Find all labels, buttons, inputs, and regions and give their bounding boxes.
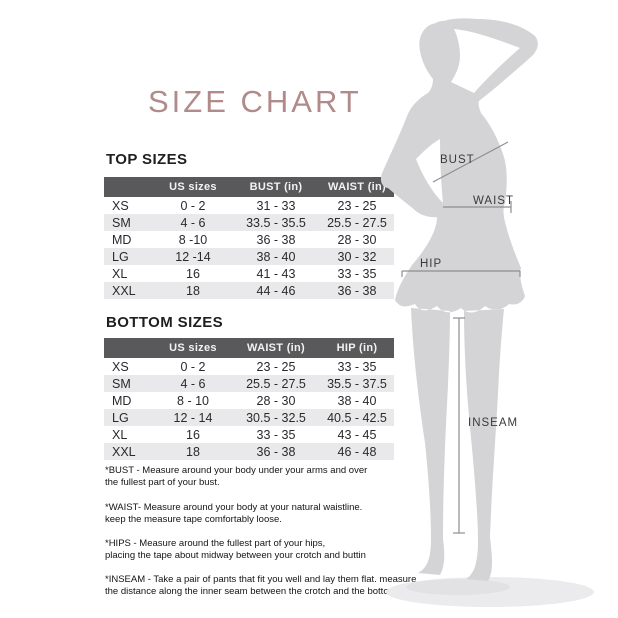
- footnote-line: the fullest part of your bust.: [105, 477, 220, 488]
- empty-header-cell: [104, 177, 154, 197]
- size-cell: XS: [112, 198, 129, 213]
- us-size-cell: 0 - 2: [180, 359, 206, 374]
- footnote-line: *BUST - Measure around your body under y…: [105, 465, 368, 476]
- bust-cell: 44 - 46: [256, 283, 296, 298]
- woman-body-silhouette: [380, 18, 538, 582]
- bust-label: BUST: [440, 154, 475, 166]
- waist-footnote: *WAIST- Measure around your body at your…: [105, 502, 435, 526]
- top-sizes-heading: TOP SIZES: [106, 151, 188, 168]
- waist-cell: 25.5 - 27.5: [327, 215, 387, 230]
- waist-cell: 33 - 35: [337, 266, 377, 281]
- bust-footnote: *BUST - Measure around your body under y…: [105, 465, 435, 489]
- column-header: US sizes: [154, 338, 232, 358]
- size-cell: SM: [112, 376, 131, 391]
- hip-cell: 46 - 48: [337, 444, 377, 459]
- size-cell: XS: [112, 359, 129, 374]
- size-cell: SM: [112, 215, 131, 230]
- footnote-line: keep the measure tape comfortably loose.: [105, 514, 282, 525]
- waist-cell: 23 - 25: [337, 198, 377, 213]
- table-row: XL 16 41 - 43 33 - 35: [104, 265, 394, 282]
- size-cell: MD: [112, 393, 132, 408]
- page-title: SIZE CHART: [148, 84, 362, 119]
- inseam-footnote: *INSEAM - Take a pair of pants that fit …: [105, 574, 435, 598]
- footnote-line: *WAIST- Measure around your body at your…: [105, 502, 363, 513]
- waist-cell: 28 - 30: [256, 393, 296, 408]
- hips-footnote: *HIPS - Measure around the fullest part …: [105, 538, 435, 562]
- waist-cell: 36 - 38: [337, 283, 377, 298]
- hip-cell: 33 - 35: [337, 359, 377, 374]
- inseam-label: INSEAM: [468, 417, 518, 429]
- column-header: WAIST (in): [320, 177, 394, 197]
- waist-label: WAIST: [473, 195, 514, 207]
- top-sizes-table: US sizes BUST (in) WAIST (in) XS 0 - 2 3…: [104, 177, 394, 299]
- footnote-line: *HIPS - Measure around the fullest part …: [105, 538, 326, 549]
- bust-cell: 36 - 38: [256, 232, 296, 247]
- waist-cell: 30.5 - 32.5: [246, 410, 306, 425]
- bottom-sizes-heading: BOTTOM SIZES: [106, 314, 224, 331]
- us-size-cell: 16: [186, 266, 200, 281]
- table-header-row: US sizes BUST (in) WAIST (in): [104, 177, 394, 197]
- size-cell: XL: [112, 427, 128, 442]
- table-row: XS 0 - 2 31 - 33 23 - 25: [104, 197, 394, 214]
- column-header: WAIST (in): [232, 338, 320, 358]
- female-silhouette-figure: BUST WAIST HIP INSEAM: [380, 18, 594, 607]
- hip-cell: 38 - 40: [337, 393, 377, 408]
- us-size-cell: 18: [186, 444, 200, 459]
- column-header: HIP (in): [320, 338, 394, 358]
- column-header: BUST (in): [232, 177, 320, 197]
- us-size-cell: 4 - 6: [180, 376, 206, 391]
- bust-cell: 41 - 43: [256, 266, 296, 281]
- table-row: XXL 18 36 - 38 46 - 48: [104, 443, 394, 460]
- us-size-cell: 12 - 14: [173, 410, 213, 425]
- us-size-cell: 16: [186, 427, 200, 442]
- table-row: XS 0 - 2 23 - 25 33 - 35: [104, 358, 394, 375]
- us-size-cell: 8 - 10: [177, 393, 209, 408]
- bust-measure-line: [432, 141, 509, 183]
- table-row: LG 12 -14 38 - 40 30 - 32: [104, 248, 394, 265]
- table-row: XXL 18 44 - 46 36 - 38: [104, 282, 394, 299]
- bottom-sizes-table: US sizes WAIST (in) HIP (in) XS 0 - 2 23…: [104, 338, 394, 460]
- bust-cell: 33.5 - 35.5: [246, 215, 306, 230]
- hip-cell: 43 - 45: [337, 427, 377, 442]
- table-header-row: US sizes WAIST (in) HIP (in): [104, 338, 394, 358]
- hip-cell: 40.5 - 42.5: [327, 410, 387, 425]
- footnote-line: *INSEAM - Take a pair of pants that fit …: [105, 574, 417, 585]
- size-cell: MD: [112, 232, 132, 247]
- table-row: LG 12 - 14 30.5 - 32.5 40.5 - 42.5: [104, 409, 394, 426]
- us-size-cell: 4 - 6: [180, 215, 206, 230]
- bust-cell: 31 - 33: [256, 198, 296, 213]
- column-header: US sizes: [154, 177, 232, 197]
- size-cell: LG: [112, 249, 129, 264]
- table-row: SM 4 - 6 33.5 - 35.5 25.5 - 27.5: [104, 214, 394, 231]
- floor-shadow-inner: [406, 579, 510, 595]
- us-size-cell: 12 -14: [175, 249, 211, 264]
- size-cell: XL: [112, 266, 128, 281]
- waist-cell: 23 - 25: [256, 359, 296, 374]
- hip-cell: 35.5 - 37.5: [327, 376, 387, 391]
- footnote-line: placing the tape about midway between yo…: [105, 550, 366, 561]
- us-size-cell: 18: [186, 283, 200, 298]
- waist-cell: 25.5 - 27.5: [246, 376, 306, 391]
- table-row: MD 8 - 10 28 - 30 38 - 40: [104, 392, 394, 409]
- waist-cell: 36 - 38: [256, 444, 296, 459]
- waist-cell: 30 - 32: [337, 249, 377, 264]
- empty-header-cell: [104, 338, 154, 358]
- table-row: MD 8 -10 36 - 38 28 - 30: [104, 231, 394, 248]
- table-row: SM 4 - 6 25.5 - 27.5 35.5 - 37.5: [104, 375, 394, 392]
- us-size-cell: 8 -10: [178, 232, 208, 247]
- table-row: XL 16 33 - 35 43 - 45: [104, 426, 394, 443]
- waist-cell: 28 - 30: [337, 232, 377, 247]
- size-cell: XXL: [112, 283, 136, 298]
- us-size-cell: 0 - 2: [180, 198, 206, 213]
- size-cell: LG: [112, 410, 129, 425]
- hip-label: HIP: [420, 258, 442, 270]
- bust-cell: 38 - 40: [256, 249, 296, 264]
- footnote-line: the distance along the inner seam betwee…: [105, 586, 421, 597]
- waist-cell: 33 - 35: [256, 427, 296, 442]
- size-cell: XXL: [112, 444, 136, 459]
